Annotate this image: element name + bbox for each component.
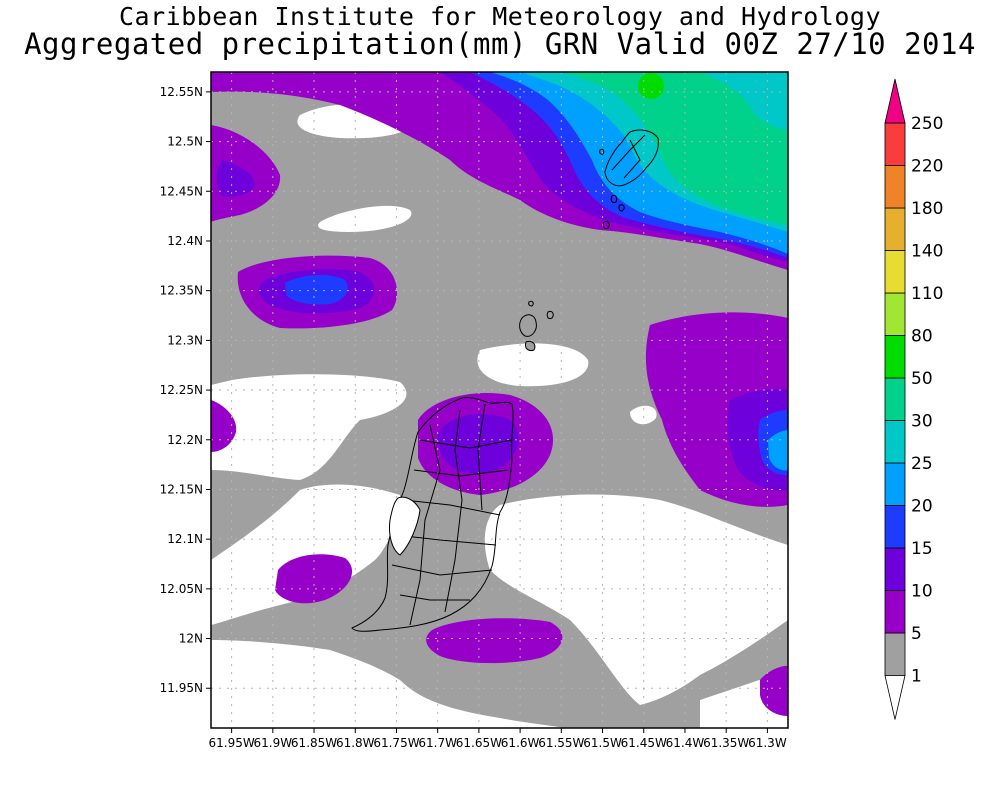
lat-tick-label: 12.2N — [167, 433, 203, 447]
lon-tick-label: 61.4W — [666, 736, 705, 750]
legend-color-cell — [884, 207, 906, 251]
lat-tick-label: 12.05N — [160, 582, 203, 596]
chart-title-line1: Caribbean Institute for Meteorology and … — [118, 2, 881, 31]
lat-tick-label: 12.15N — [160, 482, 203, 496]
island-grenada-outline — [351, 397, 514, 632]
legend-color-cell — [884, 165, 906, 209]
precip-field-30-50mm — [560, 72, 788, 225]
lon-tick-label: 61.55W — [538, 736, 584, 750]
lon-tick-label: 61.6W — [501, 736, 540, 750]
legend-level-label: 10 — [911, 582, 933, 602]
latitude-axis: 12.55N 12.5N 12.45N 12.4N 12.35N 12.3N 12.25N 1… — [160, 85, 211, 695]
lat-tick-label: 12.25N — [160, 383, 203, 397]
lon-tick-label: 61.75W — [373, 736, 419, 750]
legend-level-label: 15 — [911, 539, 933, 559]
lat-tick-label: 12.5N — [167, 135, 203, 149]
lon-tick-label: 61.95W — [208, 736, 254, 750]
lat-tick-label: 12.45N — [160, 184, 203, 198]
chart-title-line2: Aggregated precipitation(mm) GRN Valid 0… — [24, 27, 976, 61]
legend-color-cell — [884, 335, 906, 379]
legend-color-cell — [884, 462, 906, 506]
legend-level-label: 110 — [911, 284, 943, 304]
legend-lower-triangle — [884, 675, 906, 720]
legend-color-cell — [884, 632, 906, 676]
island-grenada-west-coast — [389, 496, 421, 556]
legend-level-label: 20 — [911, 497, 933, 517]
legend-color-cell — [884, 420, 906, 464]
lon-tick-label: 61.65W — [456, 736, 502, 750]
lat-tick-label: 12.1N — [167, 532, 203, 546]
legend-level-label: 30 — [911, 412, 933, 432]
legend-level-label: 5 — [911, 624, 922, 644]
island-carriacou-outline — [519, 300, 554, 351]
legend-level-label: 220 — [911, 157, 943, 177]
legend-level-label: 1 — [911, 667, 922, 687]
lon-tick-label: 61.9W — [254, 736, 293, 750]
legend-color-cell — [884, 505, 906, 549]
legend-color-cell — [884, 377, 906, 421]
legend-level-label: 50 — [911, 369, 933, 389]
map-frame — [210, 71, 789, 729]
lon-tick-label: 61.8W — [336, 736, 375, 750]
precip-field-below-1mm — [211, 104, 788, 728]
legend-color-cell — [884, 547, 906, 591]
lon-tick-label: 61.45W — [621, 736, 667, 750]
longitude-axis: 61.95W61.9W61.85W61.8W61.75W61.7W61.65W6… — [208, 728, 787, 750]
lat-tick-label: 12N — [179, 632, 203, 646]
lon-tick-label: 61.7W — [418, 736, 457, 750]
legend-upper-triangle — [884, 78, 906, 124]
lat-tick-label: 12.55N — [160, 85, 203, 99]
map-plot-area — [211, 72, 788, 728]
lon-tick-label: 61.85W — [291, 736, 337, 750]
legend-level-label: 80 — [911, 327, 933, 347]
lon-tick-label: 61.35W — [703, 736, 749, 750]
legend-level-label: 250 — [911, 114, 943, 134]
lat-tick-label: 12.3N — [167, 333, 203, 347]
legend-level-label: 140 — [911, 242, 943, 262]
legend-level-label: 180 — [911, 199, 943, 219]
legend-color-cell — [884, 250, 906, 294]
legend-color-cell — [884, 122, 906, 166]
legend-color-cell — [884, 590, 906, 634]
lat-tick-label: 11.95N — [160, 681, 203, 695]
lat-tick-label: 12.4N — [167, 234, 203, 248]
lat-tick-label: 12.35N — [160, 284, 203, 298]
legend-color-cell — [884, 292, 906, 336]
precip-field-50-80mm — [638, 73, 664, 99]
lon-tick-label: 61.3W — [748, 736, 787, 750]
lon-tick-label: 61.5W — [583, 736, 622, 750]
legend-level-label: 25 — [911, 454, 933, 474]
map-gridlines — [211, 72, 788, 728]
island-grenadines-outline — [599, 129, 659, 229]
